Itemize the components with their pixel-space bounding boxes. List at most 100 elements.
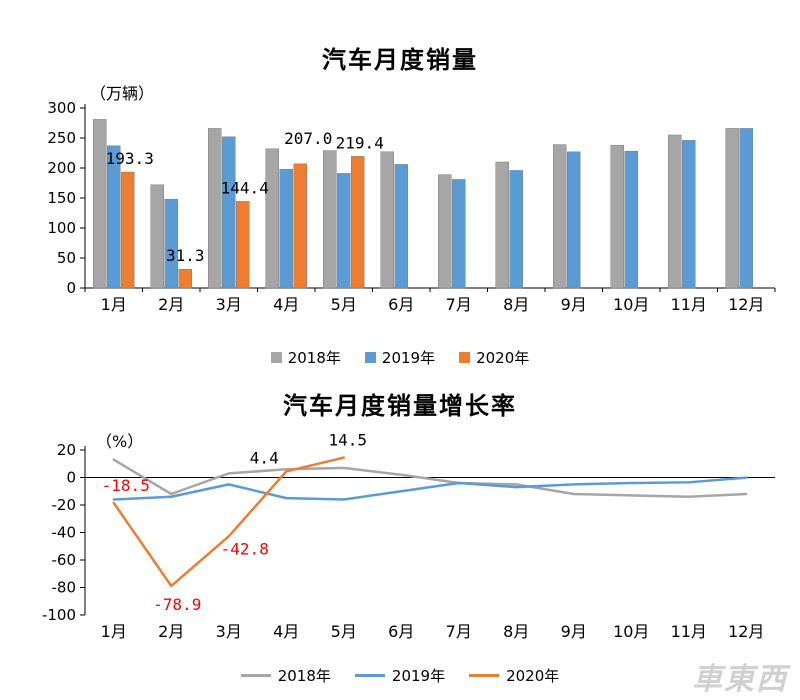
chart-title-sales: 汽车月度销量 <box>322 46 478 74</box>
bar-2018年 <box>610 144 624 289</box>
growth-line-chart: 20 0 -20 -40 -60 -80 -100 1月 2月 3月 4月 5月 6月 7月 8月 9月 10月… <box>42 431 775 641</box>
x-category-label: 8月 <box>503 295 529 314</box>
y-tick-label: 150 <box>47 189 76 207</box>
legend-item-2018年: 2018年 <box>270 347 341 368</box>
legend-label: 2020年 <box>476 348 530 367</box>
y-axis-unit-label-sales: （万辆） <box>90 84 155 103</box>
bar-2019年 <box>624 150 638 289</box>
bar-2019年 <box>164 198 178 289</box>
data-label: 207.0 <box>284 129 332 148</box>
x-category-label: 3月 <box>216 295 242 314</box>
growth-chart-legend: 2018年 2019年 2020年 <box>0 662 800 688</box>
bar-2019年 <box>222 136 236 289</box>
growth-rate-chart-block: 汽车月度销量增长率 20 0 -20 -40 -60 -80 -100 1月 2月 3月 4月 5月 6… <box>0 370 800 688</box>
y-tick-label: 300 <box>47 99 76 117</box>
x-category-label: 1月 <box>101 622 127 641</box>
data-label: 14.5 <box>328 431 367 450</box>
line-2018年 <box>112 458 748 498</box>
sales-chart-legend: 2018年 2019年 2020年 <box>0 344 800 370</box>
x-category-label: 2月 <box>158 295 184 314</box>
bar-2020年 <box>293 163 307 289</box>
legend-label: 2019年 <box>391 666 446 685</box>
legend-item-2019年: 2019年 <box>364 347 436 368</box>
y-tick-label: 200 <box>47 159 76 177</box>
legend-item-2020年: 2020年 <box>459 347 529 368</box>
x-category-label: 9月 <box>561 622 587 641</box>
legend-square-swatch <box>270 351 282 363</box>
y-tick-label: 50 <box>57 249 76 267</box>
x-category-label: 4月 <box>273 295 299 314</box>
bar-2018年 <box>265 148 279 289</box>
bar-2018年 <box>668 134 682 289</box>
legend-label: 2019年 <box>381 348 436 367</box>
x-category-label: 7月 <box>446 295 472 314</box>
bar-2020年 <box>178 268 192 289</box>
x-category-label: 5月 <box>331 622 357 641</box>
x-category-label: 1月 <box>101 295 127 314</box>
legend-item-2020年: 2020年 <box>469 665 559 686</box>
legend-item-2019年: 2019年 <box>354 665 446 686</box>
y-tick-label: -60 <box>52 551 77 569</box>
line-2019年 <box>112 476 748 501</box>
bar-2019年 <box>567 151 581 289</box>
y-tick-label: -80 <box>52 579 77 597</box>
y-tick-label: -40 <box>52 524 77 542</box>
data-label: -78.9 <box>153 595 201 614</box>
x-category-label: 8月 <box>503 622 529 641</box>
bar-2018年 <box>150 184 164 289</box>
x-category-label: 10月 <box>613 622 649 641</box>
bar-2019年 <box>509 170 523 289</box>
x-category-label: 3月 <box>216 622 242 641</box>
bar-2019年 <box>682 140 696 289</box>
legend-square-swatch <box>364 351 376 363</box>
data-label: -42.8 <box>221 539 269 558</box>
y-tick-label: -100 <box>42 606 76 624</box>
legend-square-swatch <box>459 351 471 363</box>
sales-bar-chart: 300 250 200 150 100 50 0 1月 2月 3月 4月 5月 6月 7月 8月 9月 10月 1… <box>47 99 776 314</box>
chart-title-growth: 汽车月度销量增长率 <box>283 392 517 420</box>
x-category-label: 10月 <box>613 295 649 314</box>
x-category-label: 7月 <box>446 622 472 641</box>
legend-label: 2018年 <box>287 348 341 367</box>
x-category-label: 6月 <box>388 295 414 314</box>
bar-2020年 <box>121 171 135 289</box>
legend-item-2018年: 2018年 <box>240 665 331 686</box>
bar-2018年 <box>438 174 452 289</box>
bar-2018年 <box>495 161 509 289</box>
x-category-label: 9月 <box>561 295 587 314</box>
legend-label: 2018年 <box>277 666 331 685</box>
bar-2019年 <box>394 164 408 289</box>
data-label: 31.3 <box>166 246 205 265</box>
bar-2020年 <box>351 156 365 289</box>
bar-2018年 <box>380 151 394 289</box>
data-label: -18.5 <box>102 476 150 495</box>
y-tick-label: 20 <box>57 441 76 459</box>
bar-2020年 <box>236 201 250 289</box>
line-2020年 <box>112 456 345 588</box>
y-tick-label: 0 <box>66 469 76 487</box>
data-label: 193.3 <box>106 149 154 168</box>
bar-2018年 <box>553 144 567 289</box>
data-label: 144.4 <box>221 178 269 197</box>
y-axis-unit-label-growth: （%） <box>96 432 144 451</box>
x-category-label: 6月 <box>388 622 414 641</box>
y-tick-label: -20 <box>52 496 77 514</box>
x-category-label: 12月 <box>728 295 764 314</box>
legend-line-swatch <box>354 673 385 677</box>
data-label: 4.4 <box>250 448 279 467</box>
x-category-label: 11月 <box>671 295 707 314</box>
bar-2018年 <box>323 150 337 289</box>
legend-line-swatch <box>240 673 271 677</box>
bar-2019年 <box>337 173 351 289</box>
bar-2019年 <box>739 128 753 289</box>
monthly-sales-chart-block: 汽车月度销量 300 250 200 150 100 50 0 1月 2月 3月 4月 5月 6月 7月 8… <box>0 46 800 370</box>
bar-2018年 <box>93 119 107 289</box>
bar-2019年 <box>279 168 293 289</box>
x-category-label: 11月 <box>671 622 707 641</box>
x-category-label: 12月 <box>728 622 764 641</box>
x-category-label: 4月 <box>273 622 299 641</box>
x-category-label: 5月 <box>331 295 357 314</box>
bar-2019年 <box>452 179 466 289</box>
x-category-label: 2月 <box>158 622 184 641</box>
y-tick-label: 250 <box>47 129 76 147</box>
